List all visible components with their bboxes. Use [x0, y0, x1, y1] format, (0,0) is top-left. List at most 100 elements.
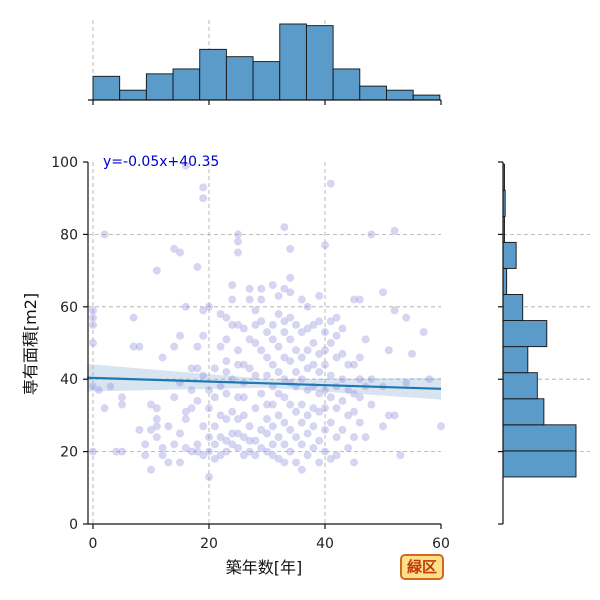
data-point: [245, 436, 254, 445]
data-point: [204, 447, 213, 456]
data-point: [349, 407, 358, 416]
data-point: [164, 422, 173, 431]
data-point: [349, 360, 358, 369]
data-point: [135, 425, 144, 434]
data-point: [245, 422, 254, 431]
data-point: [210, 440, 219, 449]
data-point: [355, 295, 364, 304]
data-point: [262, 371, 271, 380]
data-point: [349, 389, 358, 398]
data-point: [326, 418, 335, 427]
x-hist-bar: [145, 73, 174, 101]
data-point: [245, 295, 254, 304]
data-point: [233, 230, 242, 239]
data-point: [251, 371, 260, 380]
data-point: [89, 447, 98, 456]
data-point: [286, 288, 295, 297]
data-point: [315, 317, 324, 326]
data-point: [216, 342, 225, 351]
data-point: [199, 183, 208, 192]
data-point: [419, 328, 428, 337]
data-point: [280, 375, 289, 384]
data-point: [309, 422, 318, 431]
x-hist-bar: [305, 25, 334, 101]
data-point: [315, 389, 324, 398]
data-point: [164, 458, 173, 467]
data-point: [233, 429, 242, 438]
y-hist-bar: [502, 450, 577, 478]
data-point: [199, 194, 208, 203]
data-point: [89, 338, 98, 347]
data-point: [332, 451, 341, 460]
data-point: [222, 313, 231, 322]
data-point: [268, 440, 277, 449]
data-point: [257, 284, 266, 293]
data-point: [268, 422, 277, 431]
data-point: [251, 320, 260, 329]
data-point: [274, 310, 283, 319]
y-axis-title: 専有面積[m2]: [21, 293, 40, 395]
data-point: [326, 371, 335, 380]
data-point: [286, 447, 295, 456]
data-point: [280, 353, 289, 362]
data-point: [367, 400, 376, 409]
data-point: [257, 389, 266, 398]
data-point: [332, 433, 341, 442]
data-point: [349, 433, 358, 442]
data-point: [303, 324, 312, 333]
data-point: [332, 404, 341, 413]
data-point: [187, 386, 196, 395]
data-point: [118, 447, 127, 456]
data-point: [262, 429, 271, 438]
data-point: [193, 262, 202, 271]
data-point: [245, 335, 254, 344]
data-point: [297, 328, 306, 337]
scatter-panel: 0 20 40 60 0 20 40 60 80 100 y=-0.05x+40.35 築年数[年…: [21, 154, 450, 577]
data-point: [193, 440, 202, 449]
data-point: [274, 367, 283, 376]
data-point: [199, 422, 208, 431]
data-point: [309, 338, 318, 347]
data-point: [303, 346, 312, 355]
regression-line-group: [87, 376, 442, 390]
data-point: [216, 382, 225, 391]
x-hist-bar: [359, 85, 387, 101]
data-point: [268, 451, 277, 460]
data-point: [129, 342, 138, 351]
data-point: [152, 415, 161, 424]
data-point: [402, 313, 411, 322]
data-point: [233, 237, 242, 246]
data-point: [355, 353, 364, 362]
data-point: [338, 375, 347, 384]
data-point: [338, 324, 347, 333]
data-point: [320, 241, 329, 250]
x-tick-label: 40: [316, 536, 334, 552]
data-point: [378, 422, 387, 431]
data-point: [257, 317, 266, 326]
data-point: [280, 328, 289, 337]
data-point: [257, 295, 266, 304]
data-point: [303, 429, 312, 438]
y-tick-label: 40: [60, 372, 78, 388]
data-point: [89, 306, 98, 315]
data-point: [181, 302, 190, 311]
data-point: [326, 338, 335, 347]
data-point: [118, 400, 127, 409]
data-point: [268, 360, 277, 369]
data-point: [274, 433, 283, 442]
data-point: [355, 393, 364, 402]
y-hist-bar: [502, 372, 538, 400]
data-point: [251, 404, 260, 413]
x-hist-bar: [199, 48, 227, 101]
data-point: [297, 465, 306, 474]
data-point: [355, 375, 364, 384]
data-point: [170, 393, 179, 402]
x-axis-title: 築年数[年]: [226, 558, 303, 577]
data-point: [187, 364, 196, 373]
data-point: [286, 335, 295, 344]
data-point: [262, 447, 271, 456]
data-point: [297, 375, 306, 384]
data-point: [280, 317, 289, 326]
data-point: [303, 302, 312, 311]
data-point: [100, 230, 109, 239]
